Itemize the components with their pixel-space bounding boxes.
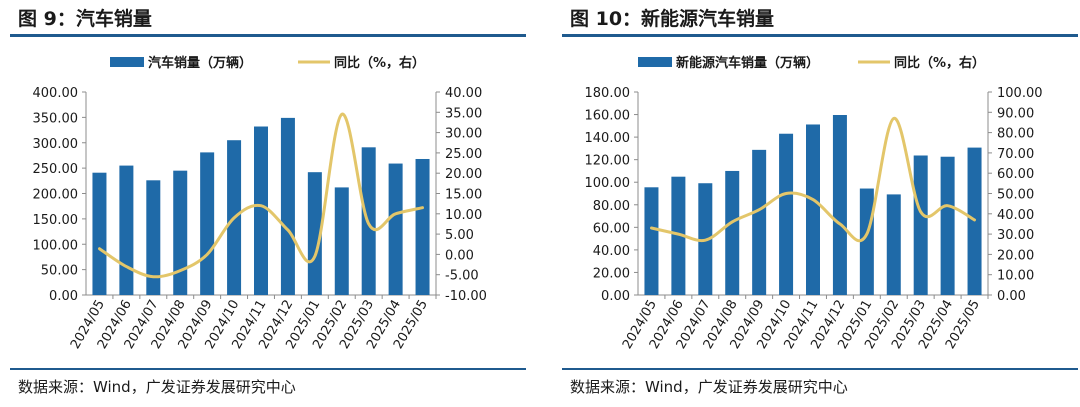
yoy-line bbox=[650, 116, 976, 243]
y-tick-label-right: 100.00 bbox=[997, 86, 1043, 101]
y-tick-label-right: 50.00 bbox=[997, 188, 1034, 203]
y-tick-label-left: 0.00 bbox=[601, 289, 630, 304]
y-tick-label-left: 80.00 bbox=[593, 199, 630, 214]
bar bbox=[832, 115, 847, 295]
chart-panel-right: 图 10：新能源汽车销量 0.00 20.00 40.00 60.00 80.00 100… bbox=[556, 0, 1080, 407]
y-tick-label-right: 20.00 bbox=[445, 167, 482, 182]
bar bbox=[779, 133, 794, 295]
bar bbox=[886, 194, 901, 295]
bar bbox=[752, 149, 767, 295]
bar bbox=[119, 165, 134, 295]
bar bbox=[388, 163, 403, 295]
bar bbox=[859, 188, 874, 295]
figure-title: 图 10：新能源汽车销量 bbox=[570, 8, 775, 30]
title-rule bbox=[562, 34, 1078, 37]
y-tick-label-left: 60.00 bbox=[593, 221, 630, 236]
bar bbox=[644, 187, 659, 295]
y-tick-label-right: 0.00 bbox=[445, 248, 474, 263]
bar bbox=[334, 187, 349, 295]
y-tick-label-right: 15.00 bbox=[445, 188, 482, 203]
source-note: 数据来源：Wind，广发证券发展研究中心 bbox=[570, 378, 848, 396]
bar bbox=[280, 117, 295, 295]
y-tick-label-left: 250.00 bbox=[33, 162, 79, 177]
y-tick-label-left: 300.00 bbox=[33, 137, 79, 152]
bottom-rule bbox=[562, 368, 1078, 370]
bar bbox=[254, 126, 268, 295]
y-tick-label-left: 100.00 bbox=[585, 176, 631, 191]
y-tick-label-left: 120.00 bbox=[585, 154, 631, 169]
bar bbox=[146, 180, 161, 295]
legend-bar-label: 汽车销量（万辆） bbox=[148, 55, 252, 71]
y-tick-label-right: 10.00 bbox=[997, 269, 1034, 284]
bar bbox=[671, 176, 686, 295]
y-tick-label-right: 40.00 bbox=[445, 86, 482, 101]
y-tick-label-left: 0.00 bbox=[49, 289, 78, 304]
legend-bar-swatch bbox=[638, 57, 672, 67]
y-tick-label-right: -5.00 bbox=[445, 269, 479, 284]
legend-bar-swatch bbox=[110, 57, 144, 67]
y-tick-label-left: 150.00 bbox=[33, 213, 79, 228]
bottom-rule bbox=[10, 368, 526, 370]
y-tick-label-right: 80.00 bbox=[997, 127, 1034, 142]
y-tick-label-left: 50.00 bbox=[41, 264, 78, 279]
bar bbox=[415, 158, 430, 295]
y-tick-label-right: 30.00 bbox=[445, 127, 482, 142]
bar bbox=[913, 155, 928, 295]
y-tick-label-left: 100.00 bbox=[33, 238, 79, 253]
y-tick-label-right: 0.00 bbox=[997, 289, 1026, 304]
bar bbox=[806, 124, 820, 295]
legend-line-label: 同比（%，右） bbox=[894, 55, 985, 71]
y-tick-label-left: 160.00 bbox=[585, 109, 631, 124]
y-tick-label-right: 70.00 bbox=[997, 147, 1034, 162]
y-tick-label-right: 10.00 bbox=[445, 208, 482, 223]
legend-bar-label: 新能源汽车销量（万辆） bbox=[676, 55, 819, 71]
title-rule bbox=[10, 34, 526, 37]
yoy-line bbox=[98, 112, 424, 279]
y-tick-label-left: 400.00 bbox=[33, 86, 79, 101]
y-tick-label-left: 180.00 bbox=[585, 86, 631, 101]
y-tick-label-left: 140.00 bbox=[585, 131, 631, 146]
bar bbox=[940, 156, 955, 295]
y-tick-label-right: 5.00 bbox=[445, 228, 474, 243]
y-tick-label-right: 25.00 bbox=[445, 147, 482, 162]
y-tick-label-left: 200.00 bbox=[33, 188, 79, 203]
bar bbox=[307, 172, 322, 295]
bar bbox=[200, 152, 215, 295]
y-tick-label-right: 35.00 bbox=[445, 106, 482, 121]
y-tick-label-left: 20.00 bbox=[593, 266, 630, 281]
legend-line-label: 同比（%，右） bbox=[334, 55, 425, 71]
chart-panel-left: 图 9：汽车销量 0.00 50.00 100.00 150.00 200.00 250.… bbox=[4, 0, 532, 407]
figure-title: 图 9：汽车销量 bbox=[18, 8, 152, 30]
chart-svg: 0.00 20.00 40.00 60.00 80.00 100.00 120.00 140.… bbox=[585, 55, 1043, 352]
y-tick-label-right: 20.00 bbox=[997, 248, 1034, 263]
y-tick-label-left: 40.00 bbox=[593, 244, 630, 259]
y-tick-label-right: 40.00 bbox=[997, 208, 1034, 223]
chart-svg: 0.00 50.00 100.00 150.00 200.00 250.00 300.00 3… bbox=[33, 55, 487, 352]
y-tick-label-right: 90.00 bbox=[997, 106, 1034, 121]
bar bbox=[173, 170, 188, 295]
bar bbox=[92, 172, 107, 295]
y-tick-label-right: -10.00 bbox=[445, 289, 487, 304]
y-tick-label-left: 350.00 bbox=[33, 111, 79, 126]
bar bbox=[725, 170, 740, 295]
y-tick-label-right: 30.00 bbox=[997, 228, 1034, 243]
y-tick-label-right: 60.00 bbox=[997, 167, 1034, 182]
source-note: 数据来源：Wind，广发证券发展研究中心 bbox=[18, 378, 296, 396]
